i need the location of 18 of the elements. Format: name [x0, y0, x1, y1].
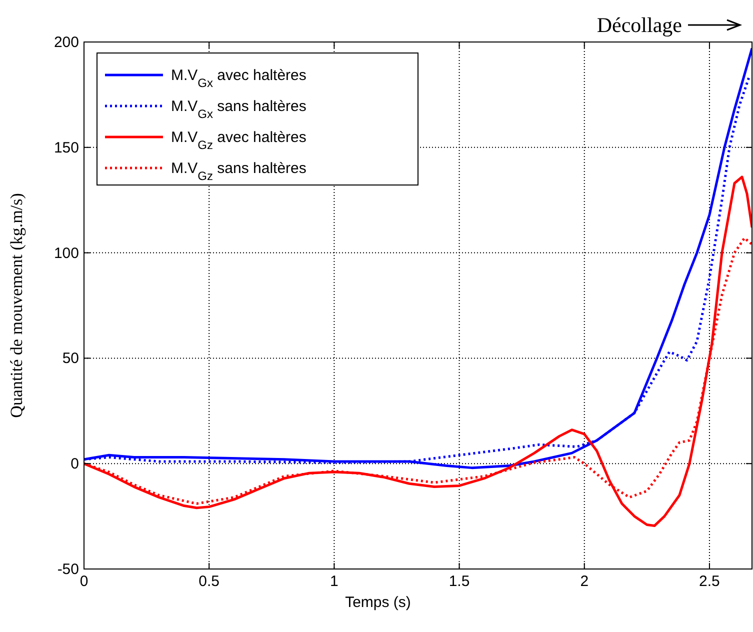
legend-label: M.V$_{Gz}$ avec haltères — [171, 129, 306, 152]
y-tick-label: 100 — [54, 244, 79, 262]
y-tick-label: 200 — [54, 34, 79, 51]
legend-label: M.V$_{Gx}$ sans haltères — [171, 98, 306, 121]
y-tick-label: 0 — [70, 456, 79, 473]
y-tick-label: -50 — [57, 561, 79, 578]
legend-label: M.V$_{Gz}$ sans haltères — [171, 160, 306, 183]
y-tick-label: 50 — [62, 350, 79, 368]
x-tick-label: 1 — [330, 573, 338, 590]
y-tick-label: 150 — [54, 139, 79, 156]
x-tick-label: 0.5 — [198, 573, 220, 590]
x-tick-label: 1.5 — [448, 573, 470, 590]
x-tick-label: 2.5 — [699, 573, 720, 590]
y-axis-title: Quantité de mouvement (kg.m/s) — [7, 193, 26, 418]
x-axis-title: Temps (s) — [345, 594, 411, 611]
x-tick-label: 2 — [580, 573, 589, 590]
legend-label: M.V$_{Gx}$ avec haltères — [171, 67, 306, 90]
text: Décollage — [596, 13, 682, 37]
